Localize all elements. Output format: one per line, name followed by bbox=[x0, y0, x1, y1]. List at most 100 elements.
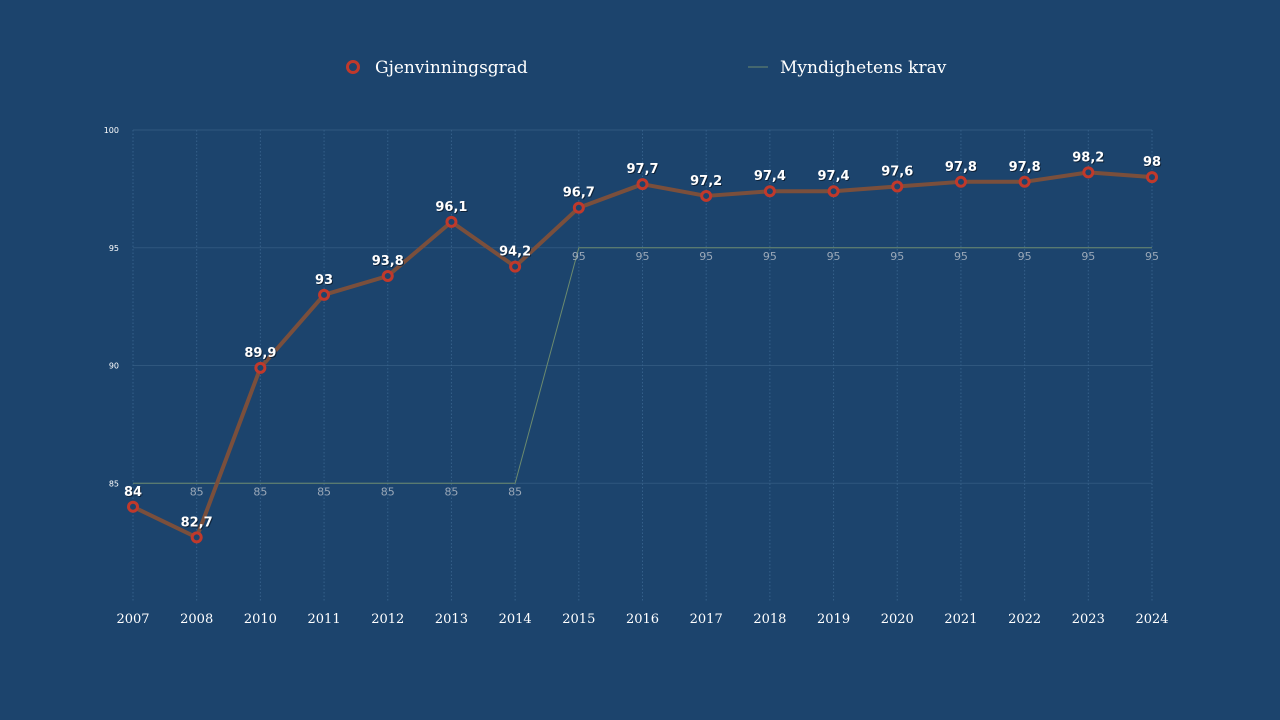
recovery-point bbox=[1082, 166, 1095, 179]
x-tick-label: 2008 bbox=[180, 612, 213, 627]
recovery-data-label-shadow: 84 bbox=[125, 486, 143, 501]
y-tick-label: 90 bbox=[109, 362, 119, 371]
recovery-data-label-shadow: 97,8 bbox=[1010, 161, 1042, 176]
recovery-data-label-shadow: 97,6 bbox=[882, 166, 914, 181]
recovery-data-label: 98,2 bbox=[1072, 150, 1104, 165]
recovery-data-label: 84 bbox=[124, 485, 142, 500]
recovery-data-label-shadow: 94,2 bbox=[500, 246, 532, 261]
recovery-data-label: 96,1 bbox=[435, 200, 467, 215]
grid bbox=[132, 129, 1153, 601]
recovery-point bbox=[636, 178, 649, 191]
recovery-data-label: 96,7 bbox=[563, 186, 595, 201]
legend-label-recovery: Gjenvinningsgrad bbox=[375, 58, 528, 78]
x-tick-label: 2019 bbox=[817, 612, 850, 627]
y-tick-label: 85 bbox=[109, 479, 119, 488]
recovery-data-label: 94,2 bbox=[499, 245, 531, 260]
requirement-data-label: 95 bbox=[1018, 250, 1032, 263]
y-axis: 85 90 95 100 bbox=[104, 126, 119, 488]
requirement-data-label: 85 bbox=[253, 485, 267, 498]
recovery-point bbox=[954, 175, 967, 188]
x-tick-label: 2011 bbox=[308, 612, 341, 627]
recovery-data-label: 97,7 bbox=[626, 162, 658, 177]
requirement-data-label: 85 bbox=[317, 485, 331, 498]
recovery-point bbox=[827, 185, 840, 198]
recovery-point bbox=[700, 189, 713, 202]
x-tick-label: 2016 bbox=[626, 612, 659, 627]
recovery-point bbox=[572, 201, 585, 214]
requirement-data-label: 95 bbox=[1081, 250, 1095, 263]
requirement-data-label: 95 bbox=[636, 250, 650, 263]
recovery-data-label: 93 bbox=[315, 273, 333, 288]
requirement-data-label: 95 bbox=[699, 250, 713, 263]
recovery-data-label-shadow: 96,7 bbox=[564, 187, 596, 202]
legend-marker-recovery bbox=[346, 60, 360, 74]
x-tick-label: 2010 bbox=[244, 612, 277, 627]
recovery-data-label-shadow: 97,2 bbox=[691, 175, 723, 190]
recovery-data-label: 82,7 bbox=[181, 515, 213, 530]
recovery-data-label-shadow: 89,9 bbox=[245, 347, 277, 362]
x-tick-label: 2012 bbox=[371, 612, 404, 627]
recovery-data-label: 89,9 bbox=[244, 346, 276, 361]
recovery-point bbox=[891, 180, 904, 193]
requirement-data-label: 95 bbox=[763, 250, 777, 263]
requirement-data-label: 95 bbox=[954, 250, 968, 263]
recovery-data-label-shadow: 93,8 bbox=[373, 255, 405, 270]
x-tick-label: 2013 bbox=[435, 612, 468, 627]
recovery-point bbox=[509, 260, 522, 273]
requirement-data-label: 85 bbox=[444, 485, 458, 498]
recovery-data-label-shadow: 93 bbox=[316, 274, 334, 289]
recovery-point bbox=[381, 270, 394, 283]
recovery-data-label-shadow: 98,2 bbox=[1073, 151, 1105, 166]
requirement-data-label: 95 bbox=[827, 250, 841, 263]
recovery-point bbox=[1018, 175, 1031, 188]
recovery-data-label: 97,4 bbox=[818, 169, 850, 184]
legend: Gjenvinningsgrad Myndighetens krav bbox=[346, 58, 947, 78]
x-tick-label: 2024 bbox=[1135, 612, 1168, 627]
x-tick-label: 2022 bbox=[1008, 612, 1041, 627]
x-tick-label: 2018 bbox=[753, 612, 786, 627]
recovery-point bbox=[445, 215, 458, 228]
recovery-data-label: 97,6 bbox=[881, 165, 913, 180]
requirement-data-label: 95 bbox=[572, 250, 586, 263]
requirement-line bbox=[133, 247, 1152, 484]
recovery-data-label-shadow: 97,7 bbox=[627, 163, 659, 178]
x-tick-label: 2017 bbox=[690, 612, 723, 627]
recovery-point bbox=[190, 531, 203, 544]
recovery-data-label: 98 bbox=[1143, 155, 1161, 170]
recovery-data-label: 97,8 bbox=[945, 160, 977, 175]
recovery-data-label: 97,4 bbox=[754, 169, 786, 184]
recovery-data-label-shadow: 97,4 bbox=[755, 170, 787, 185]
recovery-point bbox=[763, 185, 776, 198]
y-tick-label: 95 bbox=[109, 244, 119, 253]
requirement-data-label: 85 bbox=[190, 485, 204, 498]
x-tick-label: 2014 bbox=[499, 612, 532, 627]
recovery-point bbox=[127, 500, 139, 513]
recovery-data-label: 97,8 bbox=[1009, 160, 1041, 175]
x-tick-label: 2007 bbox=[116, 612, 149, 627]
recovery-data-label-shadow: 98 bbox=[1144, 156, 1162, 171]
x-tick-label: 2021 bbox=[944, 612, 977, 627]
recovery-point bbox=[254, 361, 267, 374]
y-tick-label: 100 bbox=[104, 126, 119, 135]
series-requirement: 85 85 85 85 85 85 95 95 95 95 95 95 95 95 95 95 bbox=[133, 247, 1159, 498]
requirement-data-label: 85 bbox=[381, 485, 395, 498]
recovery-data-label-shadow: 97,8 bbox=[946, 161, 978, 176]
requirement-data-label: 85 bbox=[508, 485, 522, 498]
recovery-data-label-shadow: 82,7 bbox=[182, 516, 214, 531]
recovery-data-label-shadow: 97,4 bbox=[819, 170, 851, 185]
x-tick-label: 2023 bbox=[1072, 612, 1105, 627]
series-recovery: 848482,782,789,989,9939393,893,896,196,1… bbox=[124, 150, 1162, 544]
recovery-point bbox=[1146, 171, 1158, 184]
requirement-data-label: 95 bbox=[890, 250, 904, 263]
recovery-data-label: 93,8 bbox=[372, 254, 404, 269]
x-tick-label: 2015 bbox=[562, 612, 595, 627]
x-tick-label: 2020 bbox=[881, 612, 914, 627]
requirement-data-label: 95 bbox=[1145, 250, 1159, 263]
recovery-point bbox=[318, 288, 331, 301]
x-axis: 2007 2008 2010 2011 2012 2013 2014 2015 2016 2017… bbox=[116, 612, 1168, 627]
recovery-data-label: 97,2 bbox=[690, 174, 722, 189]
recovery-data-label-shadow: 96,1 bbox=[436, 201, 468, 216]
legend-label-requirement: Myndighetens krav bbox=[780, 58, 947, 78]
